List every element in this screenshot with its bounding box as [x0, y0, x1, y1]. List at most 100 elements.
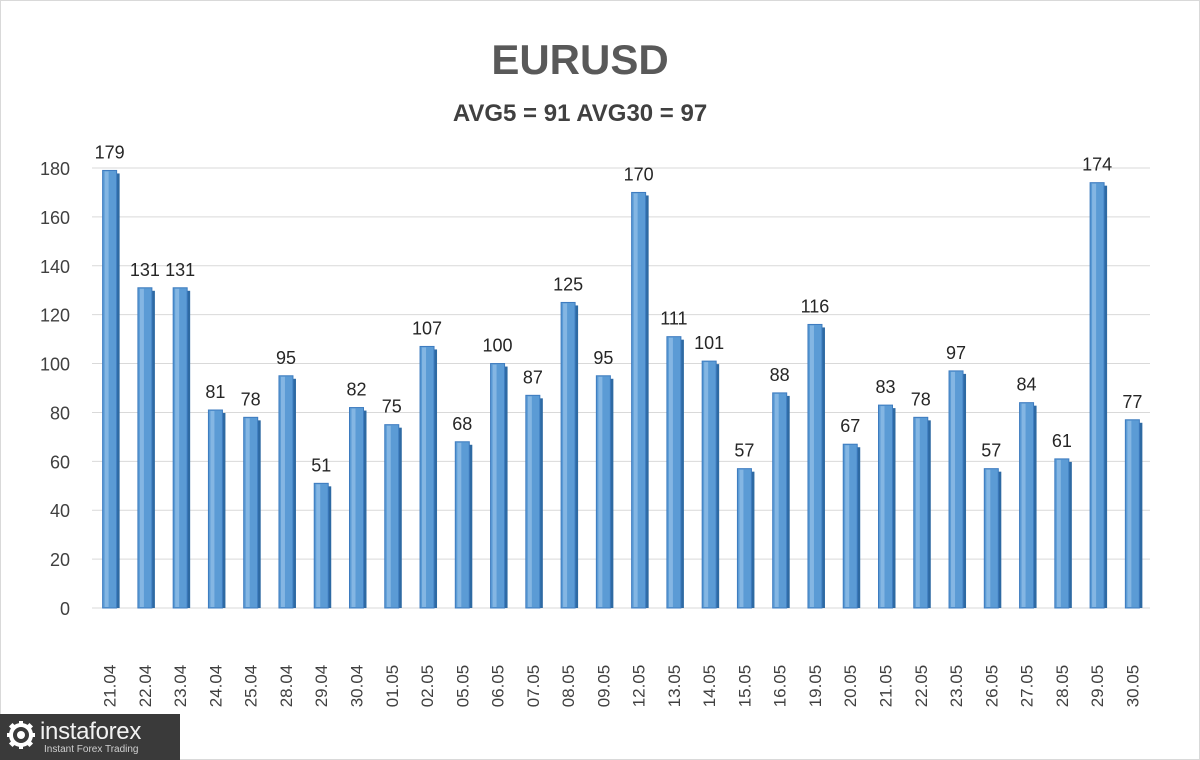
data-label: 68	[452, 414, 472, 434]
x-tick-label: 01.05	[383, 665, 402, 708]
x-tick-label: 22.04	[136, 665, 155, 708]
x-axis: 21.04 22.04 23.04 24.04 25.04 28.04 29.04 30.04…	[101, 665, 1143, 708]
data-labels: 179 131 131 81 78 95 51 82 75 107 68 100 87 125 95 170 1…	[95, 142, 1143, 475]
instaforex-logo: instaforex Instant Forex Trading	[0, 714, 180, 760]
bar-side	[1139, 422, 1143, 608]
y-tick-label: 0	[60, 599, 70, 619]
data-label: 51	[311, 455, 331, 475]
bar-side	[1068, 461, 1072, 608]
x-tick-label: 21.04	[101, 665, 120, 708]
bar-highlight	[633, 193, 638, 607]
bar-highlight	[774, 393, 779, 607]
x-tick-label: 02.05	[418, 665, 437, 708]
bar-side	[1104, 185, 1108, 608]
bar-side	[292, 378, 296, 608]
x-tick-label: 22.05	[912, 665, 931, 708]
bar-highlight	[880, 406, 885, 607]
bar-side	[751, 471, 755, 608]
y-tick-label: 20	[50, 550, 70, 570]
x-tick-label: 09.05	[594, 665, 613, 708]
y-tick-label: 60	[50, 452, 70, 472]
data-label: 77	[1122, 392, 1142, 412]
logo-name: instaforex	[40, 718, 142, 745]
bar-highlight	[457, 442, 462, 607]
bar-highlight	[280, 376, 285, 607]
bar-highlight	[704, 362, 709, 607]
x-tick-label: 26.05	[982, 665, 1001, 708]
bar-highlight	[809, 325, 814, 607]
data-label: 81	[205, 382, 225, 402]
x-tick-label: 27.05	[1018, 665, 1037, 708]
bar-highlight	[915, 418, 920, 607]
bar-highlight	[245, 418, 250, 607]
bar-side	[187, 290, 191, 608]
data-label: 170	[624, 164, 654, 184]
x-tick-label: 28.04	[277, 665, 296, 708]
x-tick-label: 15.05	[735, 665, 754, 708]
bar-side	[328, 486, 332, 608]
data-label: 131	[165, 260, 195, 280]
x-tick-label: 28.05	[1053, 665, 1072, 708]
bar-side	[434, 349, 438, 608]
bar-highlight	[845, 445, 850, 607]
x-tick-label: 16.05	[771, 665, 790, 708]
bar-side	[645, 195, 649, 608]
bar-side	[892, 408, 896, 608]
bar-highlight	[316, 484, 321, 607]
x-tick-label: 19.05	[806, 665, 825, 708]
y-tick-label: 40	[50, 501, 70, 521]
gear-icon	[7, 721, 35, 749]
x-tick-label: 08.05	[559, 665, 578, 708]
bar-highlight	[1092, 183, 1097, 607]
x-tick-label: 07.05	[524, 665, 543, 708]
data-label: 83	[875, 377, 895, 397]
data-label: 131	[130, 260, 160, 280]
gridlines	[92, 167, 1150, 609]
bar-side	[504, 366, 508, 608]
chart-title: EURUSD	[491, 36, 669, 83]
bar-highlight	[951, 371, 956, 607]
bar-side	[857, 447, 861, 608]
data-label: 78	[241, 389, 261, 409]
bar-highlight	[351, 408, 356, 607]
data-label: 95	[593, 348, 613, 368]
data-label: 174	[1082, 155, 1112, 175]
bar-side	[151, 290, 155, 608]
x-tick-label: 06.05	[489, 665, 508, 708]
bar-highlight	[1127, 420, 1132, 607]
data-label: 75	[382, 397, 402, 417]
data-label: 84	[1017, 375, 1037, 395]
x-tick-label: 20.05	[841, 665, 860, 708]
data-label: 78	[911, 389, 931, 409]
data-label: 101	[694, 333, 724, 353]
data-label: 100	[483, 336, 513, 356]
data-label: 125	[553, 274, 583, 294]
data-label: 116	[801, 296, 830, 316]
data-label: 57	[981, 441, 1001, 461]
bar-highlight	[175, 288, 180, 607]
bar-side	[716, 364, 720, 608]
bar-side	[1033, 405, 1037, 608]
y-tick-label: 120	[40, 306, 70, 326]
y-tick-label: 100	[40, 355, 70, 375]
x-tick-label: 05.05	[453, 665, 472, 708]
bar-side	[963, 373, 967, 608]
bar-highlight	[1056, 459, 1061, 607]
data-label: 95	[276, 348, 296, 368]
bar-side	[116, 173, 120, 608]
bar-side	[257, 420, 261, 608]
data-label: 179	[95, 142, 125, 162]
bar-highlight	[422, 347, 427, 607]
bar-highlight	[139, 288, 144, 607]
bar-highlight	[492, 364, 497, 607]
x-tick-label: 24.04	[206, 665, 225, 708]
data-label: 97	[946, 343, 966, 363]
x-tick-label: 14.05	[700, 665, 719, 708]
y-tick-label: 80	[50, 403, 70, 423]
x-tick-label: 30.04	[348, 665, 367, 708]
x-tick-label: 30.05	[1123, 665, 1142, 708]
bar-side	[398, 427, 402, 608]
bar-side	[575, 305, 579, 608]
bar-side	[786, 395, 790, 608]
bar-side	[610, 378, 614, 608]
